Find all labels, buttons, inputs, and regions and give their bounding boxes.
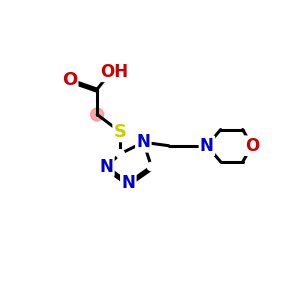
Text: N: N — [100, 158, 113, 175]
Text: S: S — [114, 123, 127, 141]
Circle shape — [147, 162, 156, 171]
Text: O: O — [62, 71, 77, 89]
Text: OH: OH — [100, 63, 128, 81]
Circle shape — [91, 108, 103, 121]
Text: N: N — [136, 133, 150, 151]
Text: O: O — [245, 137, 259, 155]
Circle shape — [116, 150, 124, 158]
Circle shape — [64, 73, 77, 87]
Text: N: N — [200, 137, 214, 155]
Text: N: N — [122, 174, 135, 192]
